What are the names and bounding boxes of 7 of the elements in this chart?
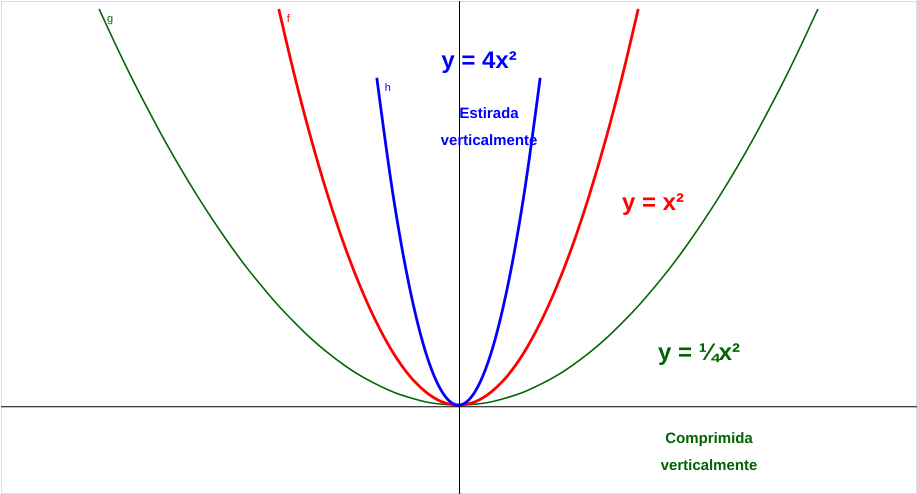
annotation: y = x²	[622, 189, 684, 216]
series-label: h	[384, 82, 391, 94]
annotation: y = ¼x²	[658, 339, 740, 366]
series-label: f	[286, 12, 291, 25]
annotation: y = 4x²	[441, 47, 517, 74]
series-label: g	[107, 12, 114, 25]
text: Comprimida verticalmente	[660, 430, 758, 474]
